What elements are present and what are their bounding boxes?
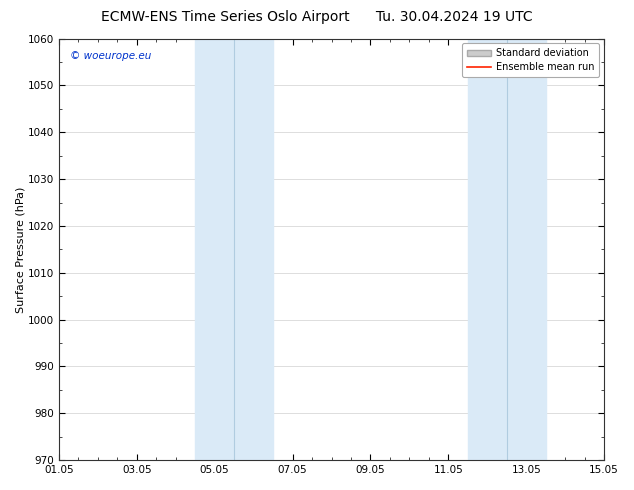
Bar (468, 39, 546, 460)
Legend: Standard deviation, Ensemble mean run: Standard deviation, Ensemble mean run (462, 44, 599, 77)
Text: © woeurope.eu: © woeurope.eu (70, 51, 151, 61)
Bar (195, 39, 273, 460)
Y-axis label: Surface Pressure (hPa): Surface Pressure (hPa) (15, 186, 25, 313)
Text: ECMW-ENS Time Series Oslo Airport      Tu. 30.04.2024 19 UTC: ECMW-ENS Time Series Oslo Airport Tu. 30… (101, 10, 533, 24)
